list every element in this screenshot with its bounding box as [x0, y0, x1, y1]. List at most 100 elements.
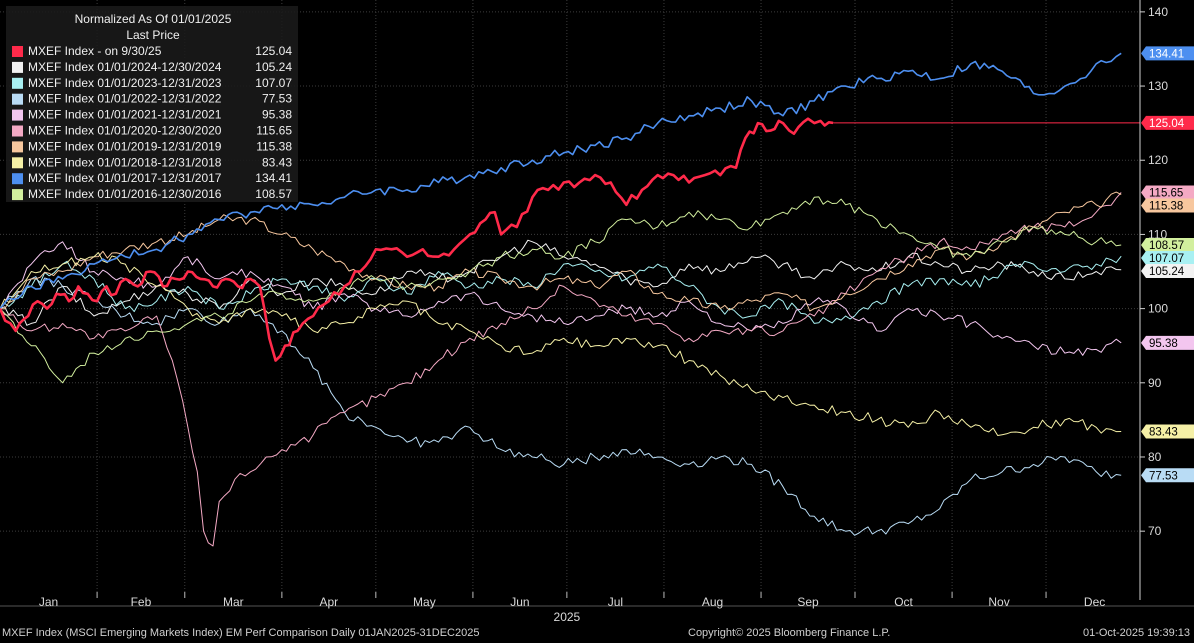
x-tick-label-Apr: Apr — [320, 595, 339, 609]
x-axis: Jan Feb Mar Apr May Jun Jul Aug Sep Oct Nov Dec 2025 — [0, 592, 1194, 624]
footer-description: MXEF Index (MSCI Emerging Markets Index)… — [2, 627, 480, 639]
badge-shape — [1141, 264, 1194, 279]
legend: Normalized As Of 01/01/2025 Last Price MXE… — [6, 6, 298, 202]
y-tick-label-70: 70 — [1148, 524, 1162, 538]
series-line-3 — [0, 276, 1122, 536]
y-axis: 70 80 90 100 110 120 130 140 — [1139, 0, 1168, 600]
legend-box — [6, 6, 298, 202]
legend-entry-9: MXEF Index 01/01/2016-12/30/2016 — [28, 187, 222, 201]
legend-swatch-4 — [12, 109, 23, 121]
series-line-0 — [0, 117, 834, 362]
badge-shape — [1141, 115, 1194, 130]
x-tick-label-Sep: Sep — [797, 595, 819, 609]
series-line-7 — [0, 252, 1122, 436]
badge-shape — [1141, 46, 1194, 61]
y-tick-label-130: 130 — [1148, 79, 1168, 93]
badge-8: 134.41 — [1141, 46, 1194, 61]
x-tick-label-Feb: Feb — [131, 595, 152, 609]
legend-entry-0: MXEF Index - on 9/30/25 — [28, 44, 162, 58]
badge-shape — [1141, 238, 1194, 253]
badge-shape — [1141, 468, 1194, 483]
legend-header-title: Normalized As Of 01/01/2025 — [75, 12, 232, 26]
badge-6: 115.38 — [1141, 198, 1194, 213]
badge-value-6: 115.38 — [1149, 201, 1183, 213]
badge-value-9: 108.57 — [1149, 240, 1184, 252]
series-line-2 — [0, 255, 1122, 324]
footer-timestamp: 01-Oct-2025 19:39:13 — [1082, 627, 1190, 639]
legend-value-2: 107.07 — [255, 76, 292, 90]
badge-value-5: 115.65 — [1149, 188, 1183, 200]
series-line-9 — [0, 196, 1122, 384]
series-line-6 — [0, 191, 1122, 312]
legend-value-8: 134.41 — [255, 171, 292, 185]
x-tick-label-Aug: Aug — [702, 595, 723, 609]
badge-value-1: 105.24 — [1149, 266, 1185, 278]
legend-value-7: 83.43 — [262, 155, 292, 169]
y-tick-label-90: 90 — [1148, 376, 1162, 390]
legend-entry-7: MXEF Index 01/01/2018-12/31/2018 — [28, 155, 222, 169]
badge-4: 95.38 — [1141, 335, 1194, 350]
badge-3: 77.53 — [1141, 468, 1194, 483]
legend-swatch-2 — [12, 77, 23, 89]
badge-value-2: 107.07 — [1149, 253, 1184, 265]
badge-9: 108.57 — [1141, 238, 1194, 253]
x-tick-label-Nov: Nov — [988, 595, 1009, 609]
legend-value-9: 108.57 — [255, 187, 292, 201]
x-tick-label-Jun: Jun — [510, 595, 529, 609]
legend-value-5: 115.65 — [256, 124, 292, 138]
series-line-8 — [0, 52, 1122, 310]
legend-entry-2: MXEF Index 01/01/2023-12/31/2023 — [28, 76, 222, 90]
badge-value-4: 95.38 — [1149, 338, 1178, 350]
x-tick-label-Dec: Dec — [1084, 595, 1105, 609]
footer-copyright: Copyright© 2025 Bloomberg Finance L.P. — [688, 627, 891, 639]
y-tick-label-140: 140 — [1148, 5, 1168, 19]
legend-value-6: 115.38 — [256, 139, 292, 153]
badge-value-0: 125.04 — [1149, 118, 1185, 130]
legend-entry-8: MXEF Index 01/01/2017-12/31/2017 — [28, 171, 222, 185]
badge-0: 125.04 — [1141, 115, 1194, 130]
x-year-label: 2025 — [554, 610, 581, 624]
y-tick-label-80: 80 — [1148, 450, 1162, 464]
badge-2: 107.07 — [1141, 251, 1194, 266]
badge-shape — [1141, 424, 1194, 439]
legend-entry-1: MXEF Index 01/01/2024-12/30/2024 — [28, 60, 222, 74]
badge-shape — [1141, 198, 1194, 213]
legend-swatch-7 — [12, 157, 23, 169]
legend-value-0: 125.04 — [255, 44, 292, 58]
legend-swatch-6 — [12, 141, 23, 153]
series-line-1 — [0, 239, 1122, 326]
legend-swatch-0 — [12, 46, 23, 57]
badge-value-7: 83.43 — [1149, 427, 1178, 439]
x-tick-label-Jul: Jul — [608, 595, 623, 609]
series-lines — [0, 52, 1122, 547]
legend-swatch-5 — [12, 125, 23, 137]
badge-value-3: 77.53 — [1149, 470, 1178, 482]
x-tick-label-Jan: Jan — [39, 595, 58, 609]
badge-shape — [1141, 335, 1194, 350]
series-line-5 — [0, 192, 1122, 547]
legend-entry-6: MXEF Index 01/01/2019-12/31/2019 — [28, 139, 222, 153]
badge-1: 105.24 — [1141, 264, 1194, 279]
badge-shape — [1141, 185, 1194, 200]
y-tick-label-110: 110 — [1148, 227, 1167, 241]
legend-entry-5: MXEF Index 01/01/2020-12/30/2020 — [28, 124, 222, 138]
footer: MXEF Index (MSCI Emerging Markets Index)… — [0, 626, 1194, 643]
x-tick-label-Oct: Oct — [894, 595, 913, 609]
badge-7: 83.43 — [1141, 424, 1194, 439]
legend-entry-4: MXEF Index 01/01/2021-12/31/2021 — [28, 108, 222, 122]
x-tick-label-May: May — [413, 595, 436, 609]
legend-header-subtitle: Last Price — [126, 28, 180, 42]
legend-value-3: 77.53 — [262, 92, 292, 106]
y-tick-label-120: 120 — [1148, 153, 1168, 167]
legend-swatch-8 — [12, 173, 23, 185]
badge-value-8: 134.41 — [1149, 48, 1184, 60]
legend-swatch-3 — [12, 93, 23, 105]
badge-5: 115.65 — [1141, 185, 1194, 200]
legend-entry-3: MXEF Index 01/01/2022-12/31/2022 — [28, 92, 222, 106]
legend-swatch-1 — [12, 61, 23, 73]
x-tick-label-Mar: Mar — [223, 595, 244, 609]
y-tick-label-100: 100 — [1148, 302, 1168, 316]
legend-swatch-9 — [12, 189, 23, 201]
